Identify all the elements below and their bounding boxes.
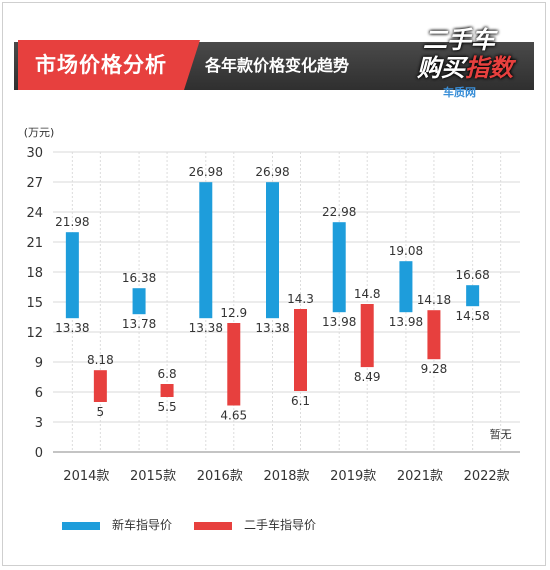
new-car-high-label: 21.98 [55, 215, 89, 229]
new-car-bar [466, 285, 480, 307]
used-car-high-label: 12.9 [220, 306, 247, 320]
y-tick-label: 3 [35, 416, 43, 431]
page-title: 市场价格分析 [18, 40, 184, 90]
used-car-high-label: 14.8 [354, 287, 381, 301]
y-tick-label: 0 [35, 446, 43, 461]
page-subtitle: 各年款价格变化趋势 [205, 56, 350, 75]
x-tick-label: 2019款 [330, 469, 376, 484]
new-car-high-label: 26.98 [255, 165, 289, 179]
chart-frame [2, 2, 546, 566]
x-tick-label: 2015款 [130, 469, 176, 484]
used-car-bar [227, 323, 241, 406]
legend-used-car: 二手车指导价 [194, 516, 316, 532]
used-car-low-label: 9.28 [421, 362, 448, 376]
y-tick-label: 6 [35, 386, 43, 401]
used-car-high-label: 6.8 [158, 367, 177, 381]
used-car-bar [160, 384, 174, 397]
y-tick-label: 15 [26, 296, 43, 311]
used-car-high-label: 14.18 [417, 293, 451, 307]
x-tick-label: 2014款 [63, 469, 109, 484]
new-car-bar [65, 232, 79, 319]
legend-new-car: 新车指导价 [62, 516, 172, 532]
new-car-low-label: 14.58 [455, 309, 489, 323]
no-data-annotation: 暂无 [490, 428, 512, 441]
used-car-low-label: 4.65 [220, 409, 247, 423]
used-car-low-label: 5 [97, 405, 105, 419]
legend-swatch-used-car [194, 521, 232, 530]
used-car-bar [427, 310, 441, 360]
new-car-low-label: 13.38 [255, 321, 289, 335]
legend-label-used-car: 二手车指导价 [244, 518, 317, 532]
used-car-high-label: 8.18 [87, 353, 114, 367]
new-car-low-label: 13.38 [189, 321, 223, 335]
x-tick-label: 2022款 [464, 469, 510, 484]
title-tail [184, 40, 200, 90]
new-car-high-label: 19.08 [389, 244, 423, 258]
y-tick-label: 24 [26, 206, 43, 221]
used-car-low-label: 8.49 [354, 370, 381, 384]
x-tick-label: 2021款 [397, 469, 443, 484]
logo-brand: 车质网 [443, 86, 476, 99]
y-tick-label: 9 [35, 356, 43, 371]
y-axis-unit: (万元) [24, 126, 55, 139]
y-tick-label: 18 [26, 266, 43, 281]
new-car-bar [199, 182, 213, 319]
y-tick-label: 27 [26, 176, 43, 191]
legend-label-new-car: 新车指导价 [112, 518, 173, 532]
used-car-low-label: 6.1 [291, 394, 310, 408]
new-car-high-label: 16.38 [122, 271, 156, 285]
logo-line1: 二手车 [423, 26, 495, 54]
new-car-low-label: 13.78 [122, 317, 156, 331]
logo-line2: 购买指数 [417, 48, 513, 83]
new-car-bar [399, 261, 413, 313]
new-car-bar [132, 288, 146, 315]
brand-logo: 二手车 购买指数 车质网 [405, 14, 539, 100]
new-car-bar [266, 182, 279, 319]
legend-swatch-new-car [62, 521, 100, 530]
x-tick-label: 2018款 [263, 469, 309, 484]
new-car-high-label: 22.98 [322, 205, 356, 219]
new-car-high-label: 16.68 [455, 268, 489, 282]
used-car-bar [294, 309, 307, 391]
y-tick-label: 12 [26, 326, 43, 341]
x-tick-label: 2016款 [197, 469, 243, 484]
y-tick-label: 30 [26, 146, 43, 161]
used-car-low-label: 5.5 [158, 400, 177, 414]
logo-line2-b: 指数 [465, 54, 513, 82]
new-car-high-label: 26.98 [189, 165, 223, 179]
y-tick-label: 21 [26, 236, 43, 251]
new-car-low-label: 13.38 [55, 321, 89, 335]
new-car-low-label: 13.98 [389, 315, 423, 329]
used-car-bar [360, 304, 374, 368]
used-car-high-label: 14.3 [287, 292, 314, 306]
new-car-bar [332, 222, 346, 313]
logo-line2-a: 购买 [417, 54, 465, 82]
new-car-low-label: 13.98 [322, 315, 356, 329]
used-car-bar [93, 370, 107, 402]
